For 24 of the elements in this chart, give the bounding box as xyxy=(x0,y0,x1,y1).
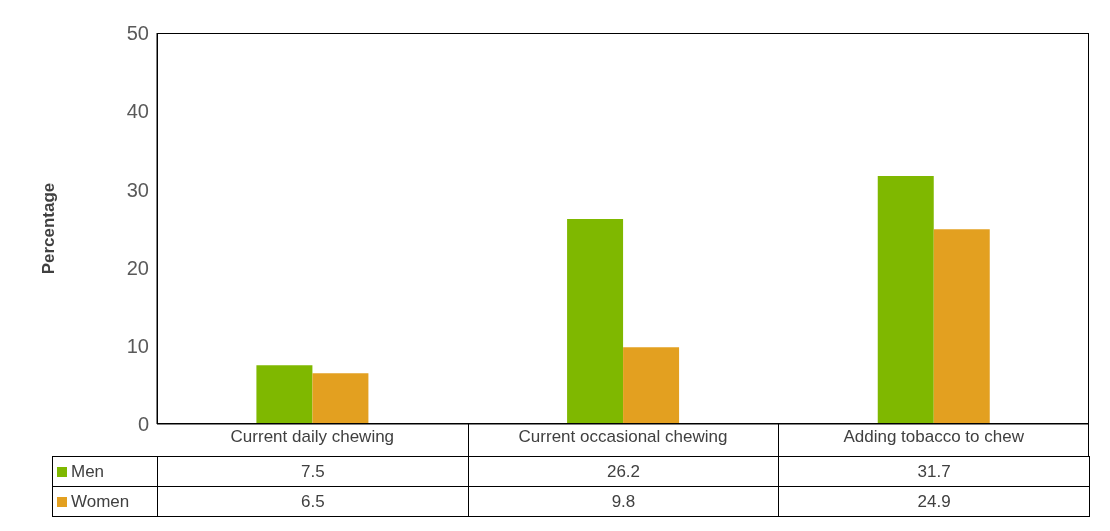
data-label: 31.7 xyxy=(778,456,1090,487)
data-label: 9.8 xyxy=(468,486,779,517)
x-tick-label: Adding tobacco to chew xyxy=(843,427,1025,447)
bar xyxy=(312,373,369,424)
bar xyxy=(256,365,313,424)
y-tick-label: 10 xyxy=(126,334,149,357)
bar xyxy=(877,176,934,424)
x-tick-label: Current daily chewing xyxy=(230,427,395,447)
bar xyxy=(933,229,990,424)
data-label: 24.9 xyxy=(778,486,1090,517)
bar xyxy=(623,347,680,424)
x-tick-label: Current occasional chewing xyxy=(518,427,728,447)
legend-label: Men xyxy=(52,456,158,487)
bar xyxy=(567,219,624,424)
data-label: 26.2 xyxy=(468,456,779,487)
y-axis-title: Percentage xyxy=(39,182,59,275)
data-label: 6.5 xyxy=(157,486,469,517)
y-tick-label: 40 xyxy=(126,100,149,123)
y-tick-label: 30 xyxy=(126,178,149,201)
y-tick-label: 20 xyxy=(126,256,149,279)
y-tick-label: 0 xyxy=(137,413,149,436)
y-tick-label: 50 xyxy=(126,22,149,45)
legend-label: Women xyxy=(52,486,158,517)
data-label: 7.5 xyxy=(157,456,469,487)
